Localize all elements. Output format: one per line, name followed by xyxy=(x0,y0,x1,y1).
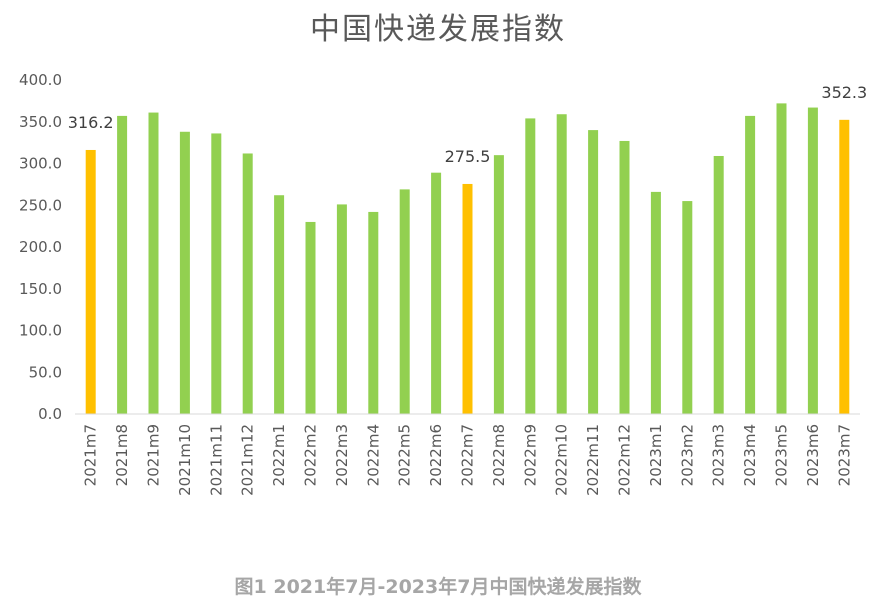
data-label: 275.5 xyxy=(445,147,491,166)
y-tick-label: 400.0 xyxy=(19,71,62,89)
bar xyxy=(179,131,190,414)
bar xyxy=(650,191,661,414)
data-label: 316.2 xyxy=(68,113,114,132)
y-tick-label: 350.0 xyxy=(19,113,62,131)
x-tick-label: 2021m12 xyxy=(239,424,257,496)
bar xyxy=(839,119,850,414)
bar xyxy=(807,107,818,415)
bar xyxy=(525,118,536,414)
data-labels: 316.2 275.5 352.3 xyxy=(68,83,867,166)
bar xyxy=(117,115,128,414)
figure-caption: 图1 2021年7月-2023年7月中国快递发展指数 xyxy=(234,576,642,598)
y-axis-ticks: 0.0 50.0 100.0 150.0 200.0 250.0 300.0 350.0 400… xyxy=(19,71,62,423)
bar xyxy=(682,201,693,414)
x-tick-label: 2021m10 xyxy=(176,424,194,496)
bar xyxy=(242,153,253,415)
x-tick-label: 2023m1 xyxy=(647,424,665,486)
x-tick-label: 2022m10 xyxy=(553,424,571,496)
bar xyxy=(493,155,504,414)
bar xyxy=(399,189,410,414)
y-tick-label: 150.0 xyxy=(19,280,62,298)
bar xyxy=(462,183,473,414)
x-tick-label: 2023m4 xyxy=(741,424,759,486)
bar xyxy=(211,133,222,414)
bar xyxy=(776,103,787,414)
bar xyxy=(431,172,442,414)
bar xyxy=(85,149,96,414)
x-tick-label: 2023m7 xyxy=(835,424,853,486)
x-tick-label: 2023m5 xyxy=(773,424,791,486)
bar xyxy=(588,130,599,414)
chart-title: 中国快递发展指数 xyxy=(310,12,566,47)
data-label: 352.3 xyxy=(821,83,867,102)
y-tick-label: 250.0 xyxy=(19,196,62,214)
x-tick-label: 2021m7 xyxy=(82,424,100,486)
bar xyxy=(745,115,756,414)
x-tick-label: 2023m3 xyxy=(710,424,728,486)
x-tick-label: 2022m8 xyxy=(490,424,508,486)
y-tick-label: 300.0 xyxy=(19,155,62,173)
bar xyxy=(556,114,567,415)
y-tick-label: 0.0 xyxy=(38,405,62,423)
x-tick-label: 2021m11 xyxy=(207,424,225,496)
x-tick-label: 2023m6 xyxy=(804,424,822,486)
bar xyxy=(368,211,379,414)
y-tick-label: 200.0 xyxy=(19,238,62,256)
x-tick-label: 2022m9 xyxy=(521,424,539,486)
x-tick-label: 2022m7 xyxy=(459,424,477,486)
y-tick-label: 100.0 xyxy=(19,322,62,340)
bar xyxy=(336,204,347,414)
bars xyxy=(85,103,850,415)
x-tick-label: 2022m12 xyxy=(616,424,634,496)
x-tick-label: 2021m9 xyxy=(145,424,163,486)
bar xyxy=(619,140,630,414)
x-tick-label: 2022m11 xyxy=(584,424,602,496)
bar xyxy=(148,112,159,414)
x-tick-label: 2022m3 xyxy=(333,424,351,486)
y-tick-label: 50.0 xyxy=(29,363,62,381)
x-tick-label: 2022m2 xyxy=(302,424,320,486)
x-tick-label: 2022m4 xyxy=(364,424,382,486)
x-tick-label: 2021m8 xyxy=(113,424,131,486)
x-axis-ticks: 2021m7 2021m8 2021m9 2021m10 2021m11 2021m12 2… xyxy=(82,424,854,496)
bar xyxy=(305,221,316,414)
x-tick-label: 2022m6 xyxy=(427,424,445,486)
x-tick-label: 2022m5 xyxy=(396,424,414,486)
bar xyxy=(713,155,724,415)
x-tick-label: 2023m2 xyxy=(678,424,696,486)
bar xyxy=(274,195,285,414)
x-tick-label: 2022m1 xyxy=(270,424,288,486)
